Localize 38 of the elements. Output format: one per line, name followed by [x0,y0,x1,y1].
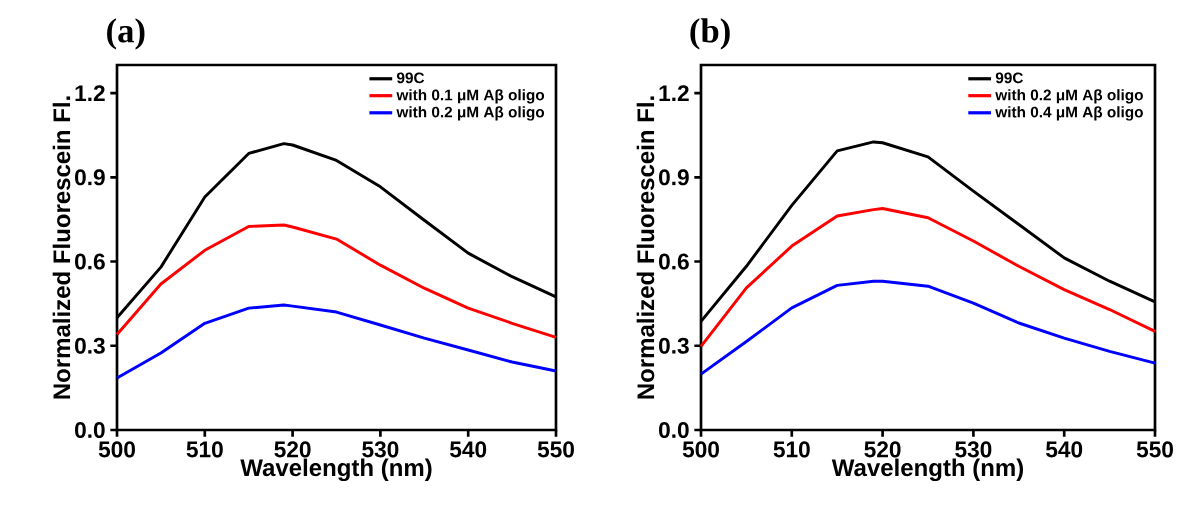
x-tick-label: 530 [362,441,399,458]
legend-label: 99C [396,72,425,84]
x-tick-label: 500 [98,441,135,458]
line-series [699,206,1157,348]
x-tick-label: 500 [682,441,719,458]
legend-label: 99C [995,72,1023,84]
x-axis-title: Wavelength (nm) [240,458,432,482]
y-axis-title: Normalized Fluorescein Fl. [636,96,655,399]
chart-title: (a) [107,18,145,50]
x-tick-label: 550 [1136,441,1173,458]
y-axis-title: Normalized Fluorescein Fl. [52,96,71,399]
y-tick-label: 0.9 [75,169,105,186]
chart-title: (b) [690,18,730,50]
x-tick-label: 530 [955,441,992,458]
x-tick-label: 520 [864,441,901,458]
x-tick-label: 510 [773,441,810,458]
x-tick-label: 540 [449,441,487,458]
x-axis-title: Wavelength (nm) [831,458,1024,482]
line-series [115,223,558,339]
y-tick-label: 0.3 [75,337,105,354]
y-tick-label: 1.2 [659,85,689,101]
y-tick-label: 0.0 [75,421,105,439]
x-tick-label: 550 [537,441,574,458]
y-tick-label: 0.6 [659,253,689,270]
x-tick-label: 520 [274,441,311,458]
x-tick-label: 540 [1045,441,1083,458]
line-series [115,303,558,380]
y-tick-label: 1.2 [75,85,105,101]
y-tick-label: 0.9 [659,169,689,186]
legend-label: with 0.1 μM Aβ oligo [396,89,545,104]
x-tick-label: 510 [186,441,223,458]
legend-label: with 0.4 μM Aβ oligo [995,106,1143,121]
y-tick-label: 0.0 [659,421,689,439]
y-tick-label: 0.6 [75,253,105,270]
legend-label: with 0.2 μM Aβ oligo [396,106,545,121]
line-series [699,279,1157,376]
y-tick-label: 0.3 [659,337,689,354]
legend-label: with 0.2 μM Aβ oligo [995,89,1143,104]
